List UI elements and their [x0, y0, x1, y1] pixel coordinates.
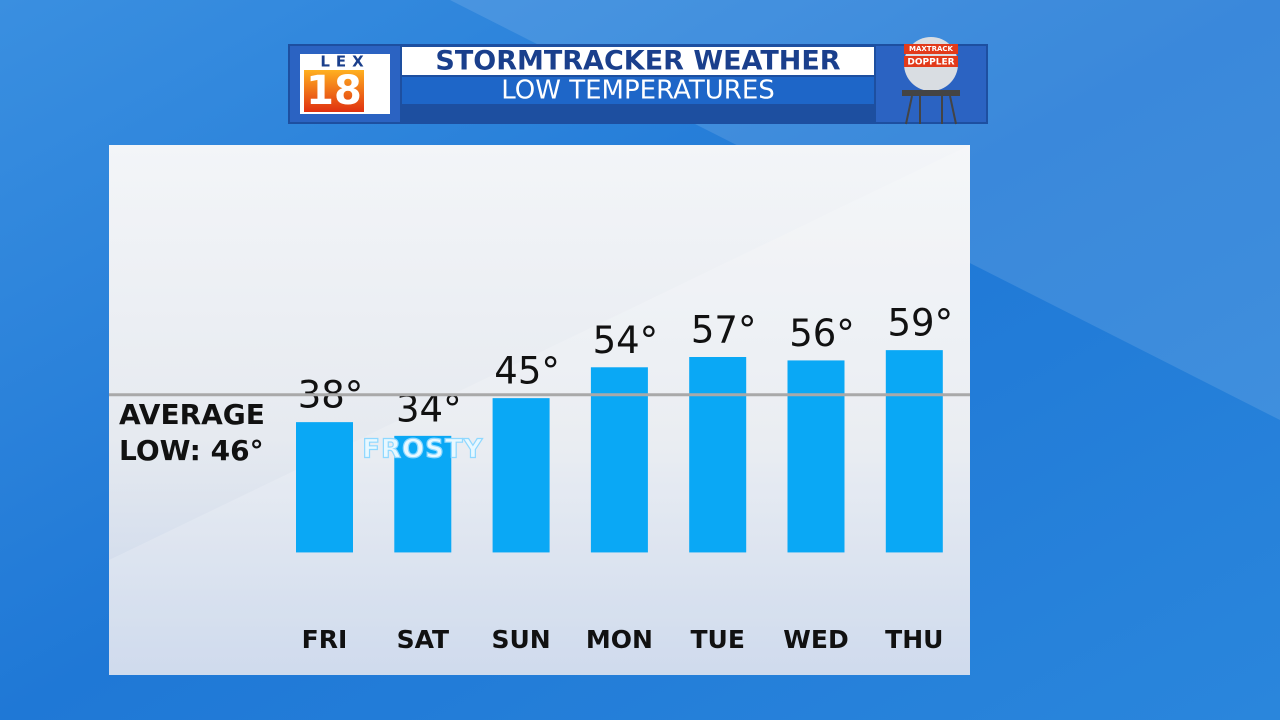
title-band: [402, 47, 874, 75]
badge-top: MAXTRACK: [909, 45, 954, 53]
header-subtitle: LOW TEMPERATURES: [501, 76, 775, 106]
average-label: LOW: 46°: [119, 434, 264, 467]
bar: [296, 422, 353, 553]
x-tick-label: THU: [885, 625, 943, 654]
x-tick-label: SAT: [397, 625, 449, 654]
badge-strip-top: [904, 44, 958, 54]
average-label: AVERAGE: [119, 398, 265, 431]
value-label: 56°: [789, 312, 855, 355]
badge-bottom: DOPPLER: [907, 58, 954, 68]
bar: [885, 350, 943, 553]
annotation: FROSTY: [362, 434, 483, 464]
radar-platform: [902, 90, 960, 96]
subtitle-band: [402, 77, 874, 104]
value-label: 59°: [888, 302, 954, 345]
value-label: 54°: [593, 319, 659, 362]
logo-top: LEX: [320, 53, 369, 71]
logo-number: 18: [306, 68, 362, 114]
header-title: STORMTRACKER WEATHER: [435, 46, 840, 77]
bar: [590, 367, 648, 553]
bar: [492, 398, 550, 553]
radar-tower: [905, 95, 957, 125]
x-tick-label: MON: [586, 625, 653, 654]
x-tick-label: SUN: [491, 625, 550, 654]
bar: [787, 360, 845, 553]
x-tick-label: TUE: [690, 625, 744, 654]
logo-bg: [304, 70, 364, 112]
x-tick-label: FRI: [302, 625, 348, 654]
bar: [689, 357, 747, 553]
value-label: 45°: [494, 350, 560, 393]
value-label: 57°: [691, 309, 757, 352]
badge-strip-bottom: [904, 56, 958, 67]
bar: [394, 435, 452, 553]
x-tick-label: WED: [783, 625, 848, 654]
